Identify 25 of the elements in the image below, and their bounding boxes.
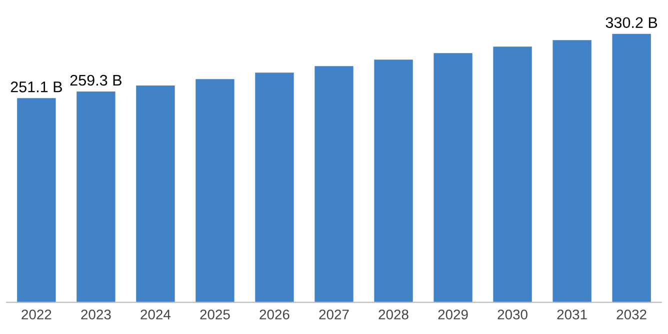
x-tick-label: 2028	[378, 310, 408, 320]
bar	[136, 86, 175, 302]
x-tick-label: 2026	[260, 310, 290, 320]
x-tick-label: 2022	[22, 310, 52, 320]
bar	[552, 40, 592, 302]
x-tick-label: 2031	[557, 310, 587, 320]
bar	[196, 79, 234, 302]
x-tick-label: 2027	[319, 310, 349, 320]
x-tick-label: 2024	[140, 310, 171, 320]
bar	[612, 34, 651, 302]
bar	[374, 60, 413, 302]
x-tick-label: 2025	[200, 310, 230, 320]
bar	[76, 91, 116, 302]
x-tick-label: 2023	[81, 310, 111, 320]
data-label: 259.3 B	[70, 74, 122, 86]
x-tick-label: 2032	[616, 310, 646, 320]
bar	[255, 72, 294, 302]
data-label: 330.2 B	[606, 17, 658, 28]
bar	[493, 46, 532, 302]
data-label: 251.1 B	[10, 82, 62, 92]
bar	[314, 66, 354, 302]
x-tick-label: 2029	[438, 310, 468, 320]
bar	[17, 98, 56, 302]
bar	[434, 53, 472, 302]
x-tick-label: 2030	[498, 310, 528, 320]
